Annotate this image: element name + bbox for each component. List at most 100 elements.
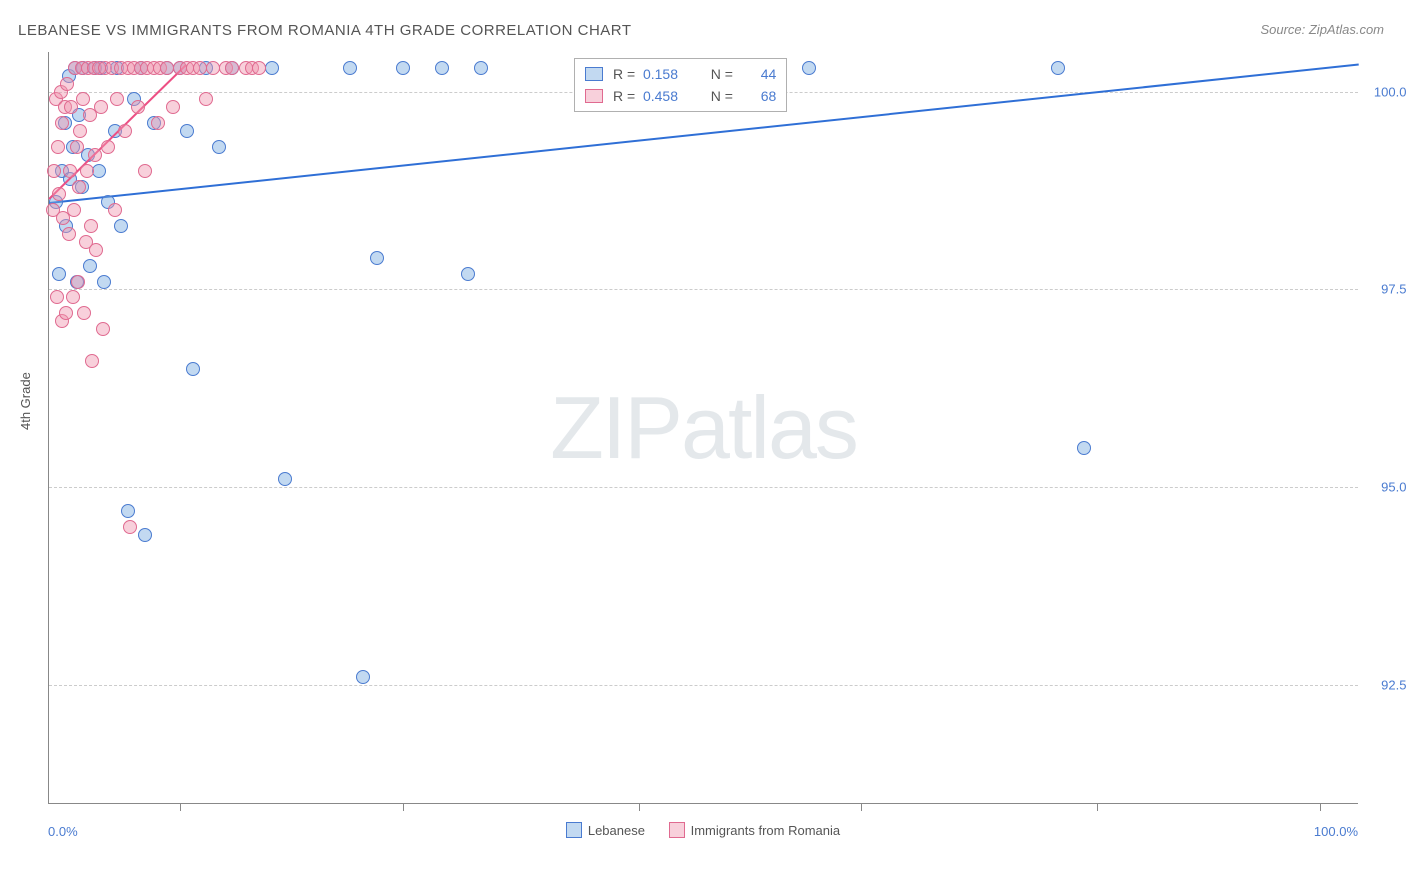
- data-point-romania: [123, 520, 137, 534]
- y-tick-label: 92.5%: [1363, 678, 1406, 693]
- x-tick: [1320, 803, 1321, 811]
- chart-title: LEBANESE VS IMMIGRANTS FROM ROMANIA 4TH …: [18, 22, 632, 39]
- data-point-romania: [84, 219, 98, 233]
- data-point-romania: [76, 92, 90, 106]
- data-point-romania: [80, 164, 94, 178]
- data-point-lebanese: [1077, 441, 1091, 455]
- data-point-romania: [71, 275, 85, 289]
- plot-area: ZIPatlas 100.0%97.5%95.0%92.5%: [48, 52, 1358, 804]
- data-point-romania: [110, 92, 124, 106]
- data-point-romania: [96, 322, 110, 336]
- y-tick-label: 97.5%: [1363, 282, 1406, 297]
- r-value-lebanese: 0.158: [643, 66, 703, 82]
- legend-item-lebanese: Lebanese: [566, 822, 645, 838]
- correlation-legend: R = 0.158 N = 44 R = 0.458 N = 68: [574, 58, 787, 112]
- n-value-romania: 68: [761, 88, 777, 104]
- watermark-light: atlas: [681, 378, 857, 477]
- correlation-row-lebanese: R = 0.158 N = 44: [585, 63, 776, 85]
- gridline: [49, 289, 1358, 290]
- data-point-romania: [85, 354, 99, 368]
- data-point-romania: [52, 187, 66, 201]
- data-point-romania: [59, 306, 73, 320]
- x-tick: [403, 803, 404, 811]
- data-point-lebanese: [212, 140, 226, 154]
- legend-item-romania: Immigrants from Romania: [669, 822, 841, 838]
- data-point-romania: [51, 140, 65, 154]
- data-point-romania: [47, 164, 61, 178]
- watermark: ZIPatlas: [550, 377, 857, 479]
- correlation-swatch-romania: [585, 89, 603, 103]
- n-label: N =: [703, 66, 741, 82]
- data-point-lebanese: [802, 61, 816, 75]
- data-point-lebanese: [396, 61, 410, 75]
- watermark-bold: ZIP: [550, 378, 681, 477]
- data-point-romania: [131, 100, 145, 114]
- bottom-legend: Lebanese Immigrants from Romania: [0, 822, 1406, 841]
- data-point-romania: [73, 124, 87, 138]
- gridline: [49, 685, 1358, 686]
- correlation-swatch-lebanese: [585, 67, 603, 81]
- r-label: R =: [613, 88, 643, 104]
- x-tick: [180, 803, 181, 811]
- correlation-row-romania: R = 0.458 N = 68: [585, 85, 776, 107]
- data-point-lebanese: [83, 259, 97, 273]
- data-point-lebanese: [461, 267, 475, 281]
- data-point-romania: [94, 100, 108, 114]
- data-point-lebanese: [265, 61, 279, 75]
- legend-swatch-lebanese: [566, 822, 582, 838]
- data-point-romania: [63, 164, 77, 178]
- data-point-romania: [225, 61, 239, 75]
- data-point-lebanese: [435, 61, 449, 75]
- r-label: R =: [613, 66, 643, 82]
- data-point-romania: [62, 227, 76, 241]
- data-point-romania: [138, 164, 152, 178]
- data-point-lebanese: [278, 472, 292, 486]
- data-point-romania: [70, 140, 84, 154]
- data-point-romania: [67, 203, 81, 217]
- data-point-lebanese: [121, 504, 135, 518]
- x-tick: [639, 803, 640, 811]
- y-axis-label: 4th Grade: [18, 372, 33, 430]
- data-point-lebanese: [180, 124, 194, 138]
- data-point-romania: [89, 243, 103, 257]
- x-tick: [861, 803, 862, 811]
- n-label: N =: [703, 88, 741, 104]
- data-point-romania: [160, 61, 174, 75]
- legend-label-lebanese: Lebanese: [588, 823, 645, 838]
- data-point-romania: [252, 61, 266, 75]
- data-point-romania: [118, 124, 132, 138]
- data-point-lebanese: [114, 219, 128, 233]
- data-point-lebanese: [138, 528, 152, 542]
- data-point-lebanese: [97, 275, 111, 289]
- data-point-romania: [199, 92, 213, 106]
- data-point-romania: [151, 116, 165, 130]
- data-point-lebanese: [1051, 61, 1065, 75]
- chart-container: LEBANESE VS IMMIGRANTS FROM ROMANIA 4TH …: [0, 0, 1406, 892]
- n-value-lebanese: 44: [761, 66, 777, 82]
- data-point-lebanese: [356, 670, 370, 684]
- data-point-lebanese: [52, 267, 66, 281]
- r-value-romania: 0.458: [643, 88, 703, 104]
- data-point-romania: [72, 180, 86, 194]
- data-point-romania: [108, 203, 122, 217]
- y-tick-label: 100.0%: [1363, 84, 1406, 99]
- data-point-romania: [60, 77, 74, 91]
- data-point-romania: [101, 140, 115, 154]
- data-point-lebanese: [370, 251, 384, 265]
- gridline: [49, 487, 1358, 488]
- legend-swatch-romania: [669, 822, 685, 838]
- data-point-romania: [206, 61, 220, 75]
- data-point-romania: [166, 100, 180, 114]
- data-point-romania: [66, 290, 80, 304]
- data-point-romania: [77, 306, 91, 320]
- data-point-romania: [55, 116, 69, 130]
- data-point-romania: [193, 61, 207, 75]
- data-point-romania: [88, 148, 102, 162]
- data-point-lebanese: [474, 61, 488, 75]
- y-tick-label: 95.0%: [1363, 480, 1406, 495]
- source-attribution: Source: ZipAtlas.com: [1260, 22, 1384, 37]
- data-point-lebanese: [186, 362, 200, 376]
- x-tick: [1097, 803, 1098, 811]
- data-point-romania: [50, 290, 64, 304]
- legend-label-romania: Immigrants from Romania: [691, 823, 841, 838]
